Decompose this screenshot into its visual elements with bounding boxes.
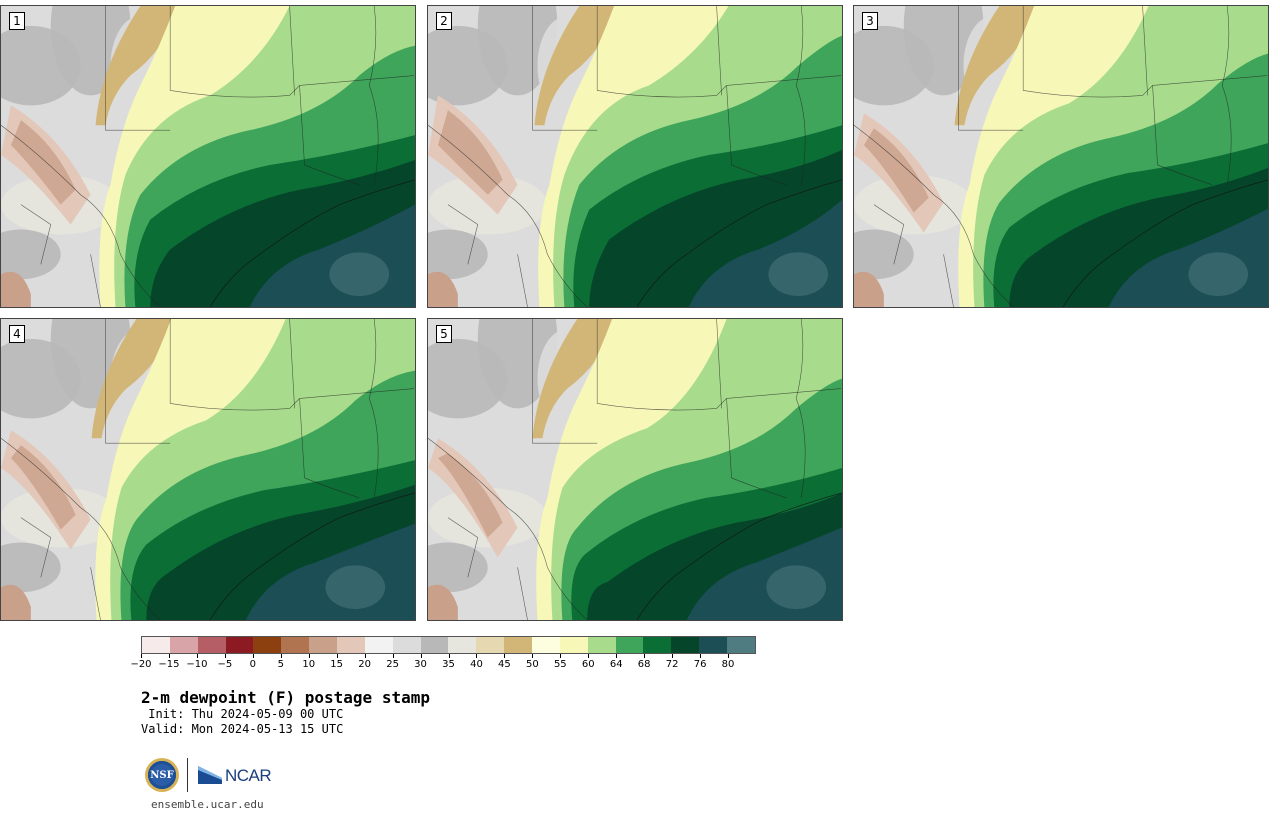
colorbar-bin	[420, 637, 449, 653]
colorbar-tick-label: 80	[721, 659, 735, 670]
colorbar-tick-label: 40	[470, 659, 483, 670]
colorbar-tick-label: 20	[358, 659, 371, 670]
colorbar-bin	[197, 637, 226, 653]
colorbar-tick	[336, 654, 338, 658]
website-url: ensemble.ucar.edu	[151, 798, 264, 811]
colorbar-tick-label: 45	[498, 659, 511, 670]
colorbar-tick	[280, 654, 282, 658]
map-panel-5: 5	[427, 318, 843, 621]
colorbar-tick-label: 15	[330, 659, 344, 670]
colorbar-bin	[169, 637, 198, 653]
colorbar-bin	[559, 637, 588, 653]
logo-divider	[187, 758, 188, 792]
dewpoint-map-2	[428, 6, 842, 307]
colorbar-tick-label: 30	[414, 659, 427, 670]
colorbar-tick	[728, 654, 730, 658]
colorbar-tick	[532, 654, 534, 658]
sponsor-logos: NSF NCAR	[145, 756, 285, 796]
valid-time: Valid: Mon 2024-05-13 15 UTC	[141, 722, 344, 736]
colorbar-tick	[560, 654, 562, 658]
panel-number-label: 4	[9, 325, 25, 343]
colorbar-bin	[504, 637, 533, 653]
colorbar-tick-label: 55	[553, 659, 567, 670]
colorbar-bin	[309, 637, 338, 653]
ncar-logo-icon: NCAR	[198, 762, 278, 788]
colorbar-bin	[643, 637, 672, 653]
colorbar-tick-label: 72	[665, 659, 679, 670]
colorbar-bin	[671, 637, 700, 653]
colorbar-tick-label: 10	[302, 659, 316, 670]
init-time: Init: Thu 2024-05-09 00 UTC	[141, 707, 344, 721]
dewpoint-map-5	[428, 319, 842, 620]
colorbar-tick-label: 35	[442, 659, 455, 670]
colorbar-tick-label: 60	[581, 659, 595, 670]
colorbar-tick-label: 64	[609, 659, 623, 670]
colorbar-tick	[420, 654, 422, 658]
colorbar-tick	[644, 654, 646, 658]
colorbar-bin	[476, 637, 505, 653]
colorbar-tick	[141, 654, 142, 658]
colorbar-tick-label: −15	[158, 659, 180, 670]
colorbar-bin	[727, 637, 755, 653]
colorbar-tick	[308, 654, 310, 658]
colorbar-bin	[699, 637, 728, 653]
colorbar-tick	[700, 654, 702, 658]
colorbar-tick-label: 68	[637, 659, 651, 670]
map-panel-1: 1	[0, 5, 416, 308]
colorbar-tick	[196, 654, 198, 658]
colorbar-bin	[281, 637, 310, 653]
colorbar-tick-label: 25	[386, 659, 399, 670]
colorbar-tick-label: −5	[217, 659, 233, 670]
colorbar-tick-label: 76	[693, 659, 707, 670]
map-panel-2: 2	[427, 5, 843, 308]
colorbar-tick-label: 0	[249, 659, 256, 670]
colorbar-tick-label: −10	[186, 659, 208, 670]
colorbar-bin	[587, 637, 616, 653]
colorbar-tick	[672, 654, 674, 658]
colorbar-tick	[616, 654, 618, 658]
dewpoint-map-1	[1, 6, 415, 307]
colorbar-tick	[588, 654, 590, 658]
colorbar-tick	[392, 654, 394, 658]
panel-number-label: 1	[9, 12, 25, 30]
map-panel-3: 3	[853, 5, 1269, 308]
figure-title: 2-m dewpoint (F) postage stamp	[141, 688, 430, 707]
colorbar-bin	[448, 637, 477, 653]
colorbar-tick	[364, 654, 366, 658]
colorbar-tick	[168, 654, 170, 658]
colorbar-bin	[392, 637, 421, 653]
dewpoint-map-3	[854, 6, 1268, 307]
dewpoint-map-4	[1, 319, 415, 620]
colorbar-bin	[225, 637, 254, 653]
colorbar-bin	[364, 637, 393, 653]
colorbar-tick-labels: −20 −15 −10 −5 0 5 10 15 20 25 30 35 40 45 50 55 60 64 68 7…	[130, 654, 756, 676]
colorbar-tick-label: −20	[130, 659, 152, 670]
colorbar-tick	[476, 654, 478, 658]
colorbar-bin	[532, 637, 560, 653]
panel-number-label: 5	[436, 325, 452, 343]
colorbar-tick	[224, 654, 226, 658]
colorbar-tick-label: 50	[525, 659, 539, 670]
colorbar-tick	[252, 654, 254, 658]
nsf-logo-icon: NSF	[145, 758, 179, 792]
panel-number-label: 3	[862, 12, 878, 30]
colorbar-tick	[448, 654, 450, 658]
dewpoint-colorbar	[141, 636, 756, 654]
colorbar-tick	[504, 654, 506, 658]
colorbar-bin	[615, 637, 644, 653]
colorbar-bin	[253, 637, 282, 653]
colorbar-bin	[142, 637, 170, 653]
colorbar-bin	[337, 637, 365, 653]
panel-number-label: 2	[436, 12, 452, 30]
colorbar-tick-label: 5	[277, 659, 284, 670]
ncar-logo-text: NCAR	[225, 766, 272, 785]
map-panel-4: 4	[0, 318, 416, 621]
